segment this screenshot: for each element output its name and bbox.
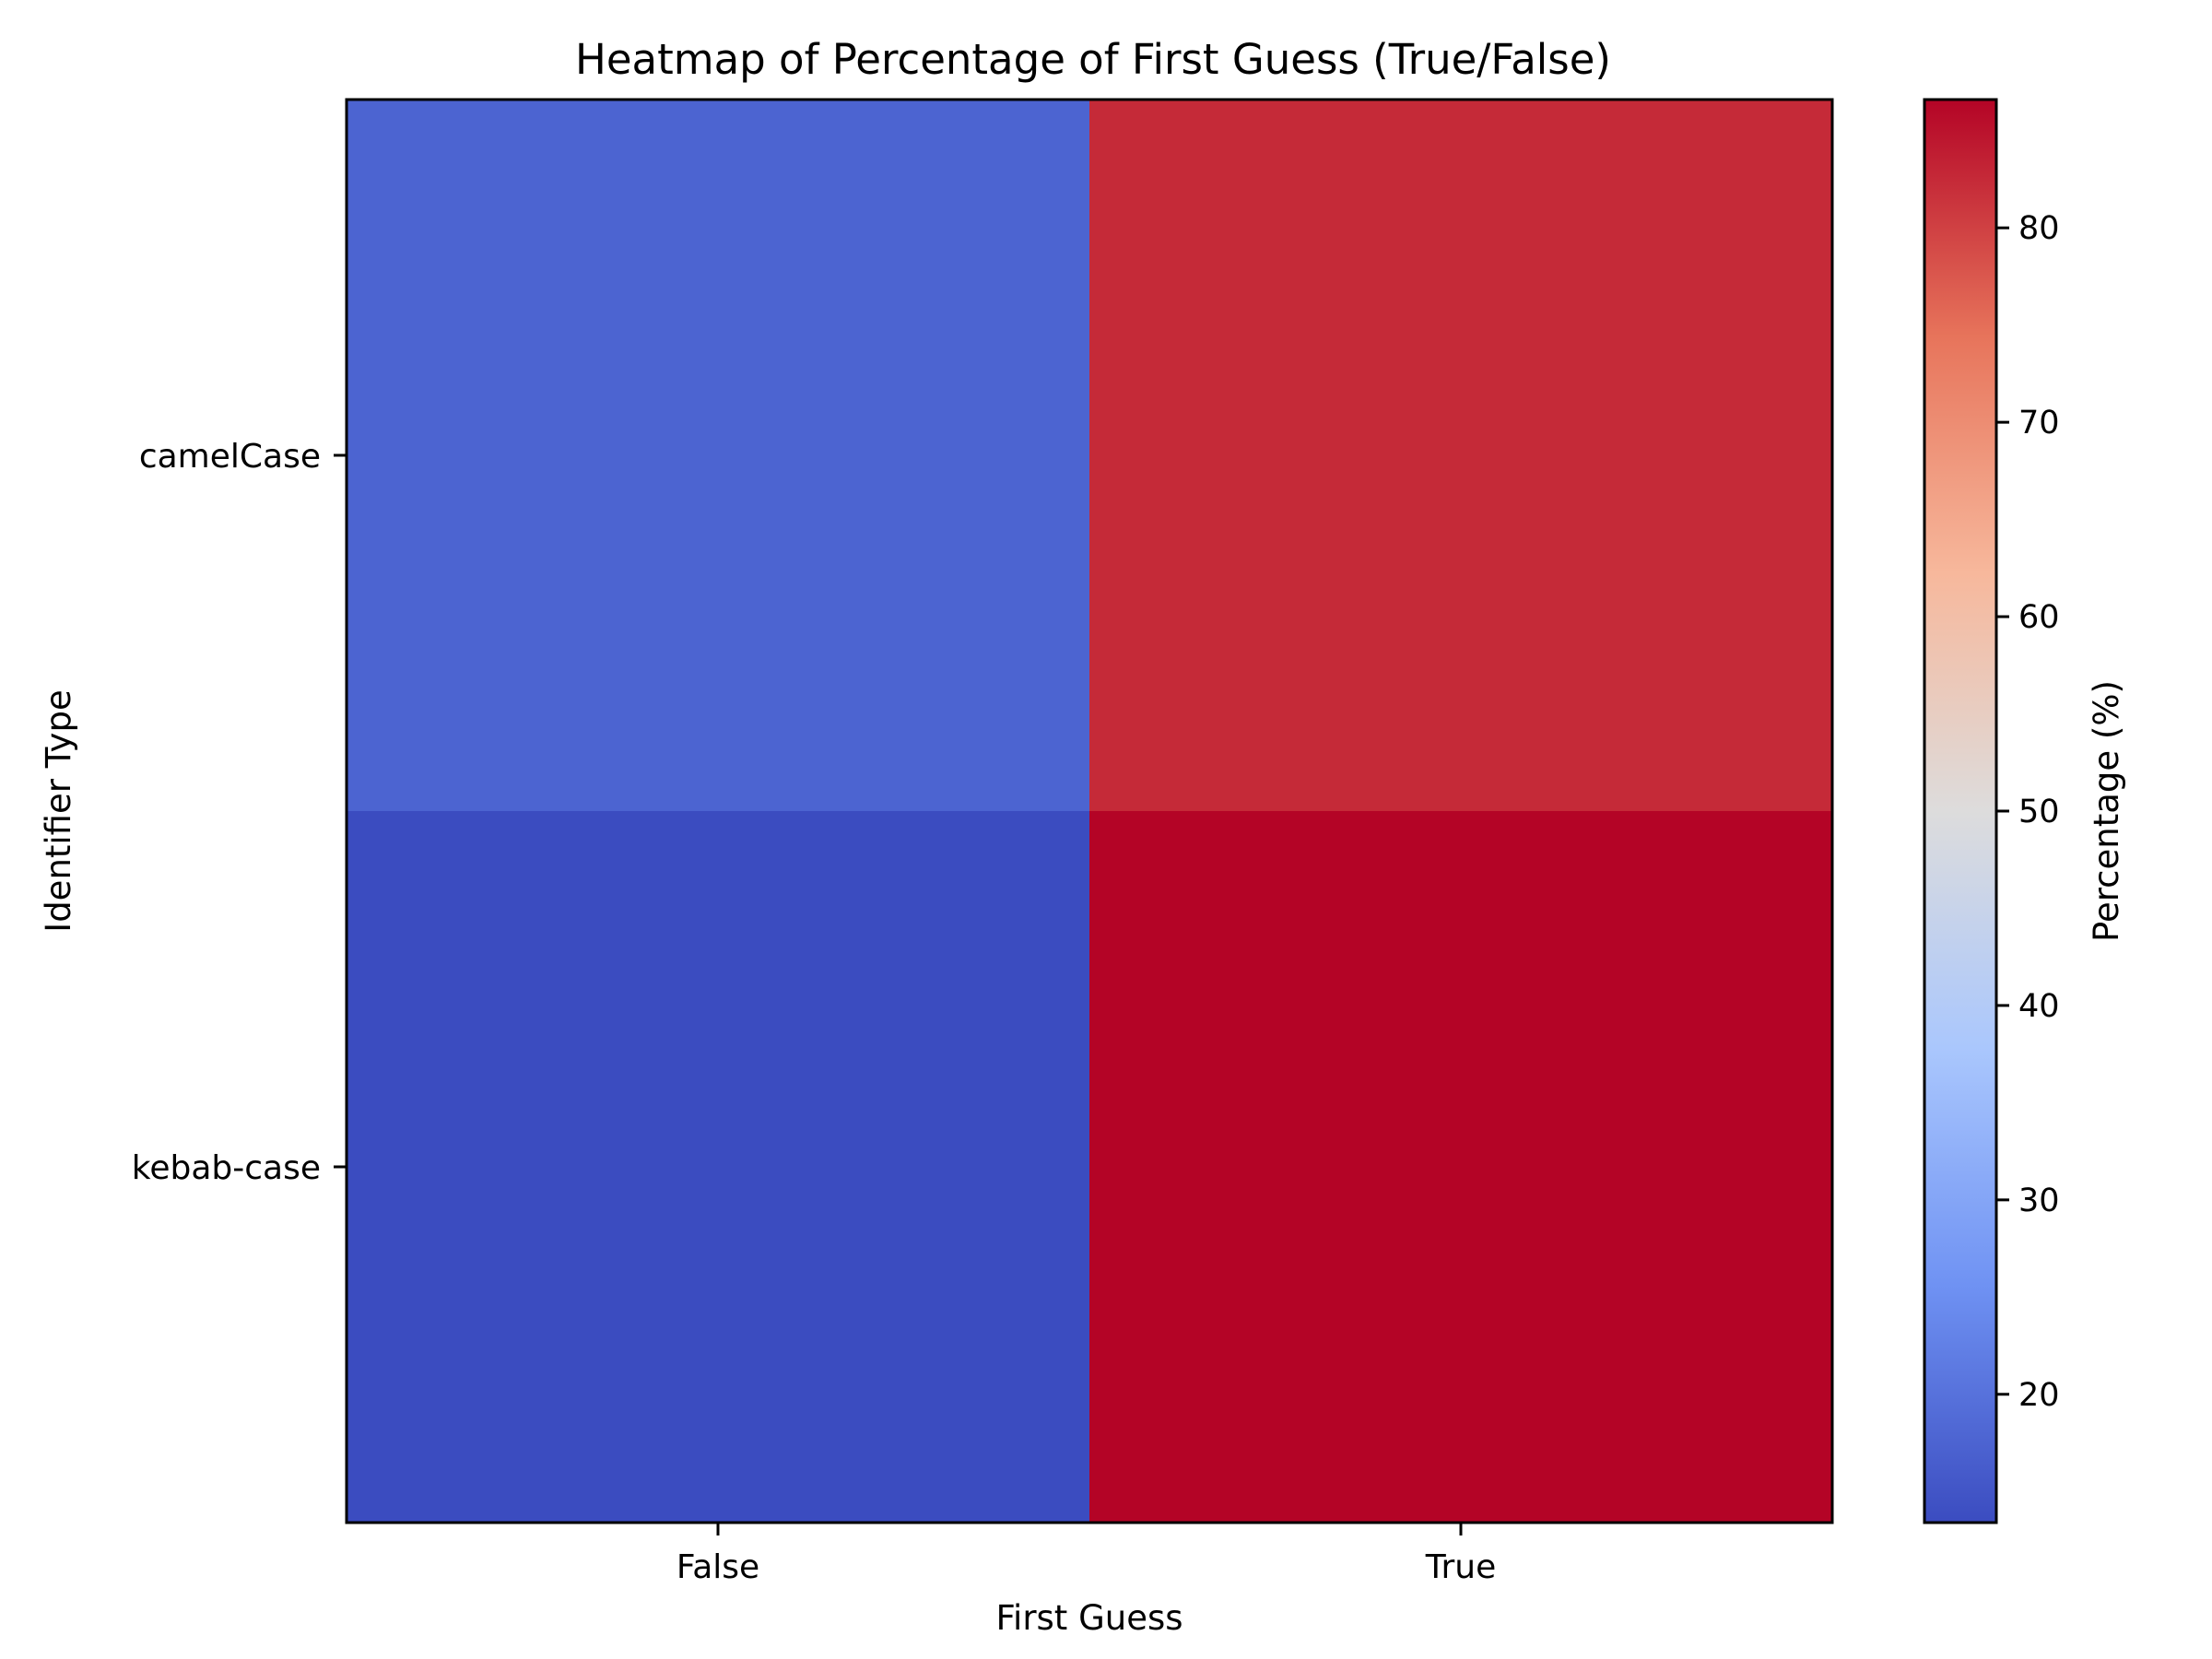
colorbar-tick-label: 20: [2018, 1377, 2060, 1414]
heatmap-cells: [347, 100, 1832, 1523]
x-tick-label: False: [677, 1548, 759, 1586]
colorbar-tick-label: 50: [2018, 794, 2060, 830]
y-axis-label: Identifier Type: [39, 689, 78, 932]
y-axis-ticks: camelCase kebab-case: [132, 438, 347, 1187]
heatmap-cell-camelCase-True: [1089, 100, 1832, 811]
y-tick-label: kebab-case: [132, 1149, 321, 1187]
heatmap-cell-kebab-case-False: [347, 811, 1089, 1523]
x-axis-ticks: False True: [677, 1523, 1496, 1586]
colorbar-tick-label: 60: [2018, 599, 2060, 636]
colorbar-tick-label: 70: [2018, 405, 2060, 441]
plot-frame: [345, 98, 1834, 1524]
y-tick-label: camelCase: [139, 438, 321, 476]
colorbar-ticks: 20 30 40 50 60 70 80: [1996, 210, 2060, 1414]
chart-title: Heatmap of Percentage of First Guess (Tr…: [575, 35, 1611, 84]
heatmap-cell-camelCase-False: [347, 100, 1089, 811]
x-axis-label: First Guess: [995, 1598, 1182, 1638]
colorbar: [1924, 100, 1996, 1523]
heatmap-cell-kebab-case-True: [1089, 811, 1832, 1523]
x-tick-label: True: [1425, 1548, 1496, 1586]
colorbar-tick-label: 80: [2018, 210, 2060, 247]
colorbar-tick-label: 30: [2018, 1182, 2060, 1219]
colorbar-label: Percentage (%): [2087, 680, 2126, 942]
colorbar-tick-label: 40: [2018, 988, 2060, 1025]
